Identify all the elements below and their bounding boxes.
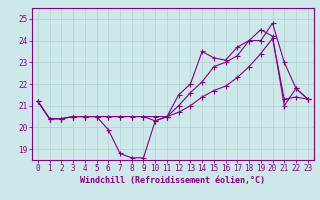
X-axis label: Windchill (Refroidissement éolien,°C): Windchill (Refroidissement éolien,°C) <box>80 176 265 185</box>
